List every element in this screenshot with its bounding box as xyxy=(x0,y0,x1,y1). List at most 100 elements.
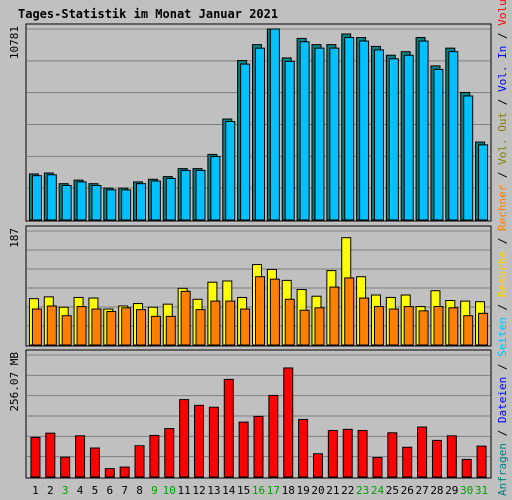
series-dateien xyxy=(31,28,489,221)
bar-hits-dateien-day-24 xyxy=(373,49,384,221)
x-tick-label-day-10: 10 xyxy=(163,484,176,497)
x-tick-label-day-1: 1 xyxy=(32,484,39,497)
bar-hits-dateien-day-30 xyxy=(463,95,474,221)
x-tick-label-day-31: 31 xyxy=(475,484,488,497)
x-tick-label-day-8: 8 xyxy=(136,484,143,497)
visits-max-label: 187 xyxy=(8,228,21,248)
bar-hits-dateien-day-1 xyxy=(31,175,42,221)
legend-separator: / xyxy=(496,231,509,251)
bar-volume-volumen-day-6 xyxy=(104,468,115,478)
bar-hits-dateien-day-15 xyxy=(240,63,251,221)
x-tick-label-day-3: 3 xyxy=(62,484,69,497)
bar-visits-besuche-day-29 xyxy=(448,307,459,346)
bar-volume-volumen-day-13 xyxy=(208,406,219,478)
x-tick-label-day-24: 24 xyxy=(371,484,385,497)
bar-hits-dateien-day-27 xyxy=(418,40,429,221)
legend-item-vol-in: Vol. In xyxy=(496,46,509,92)
bar-volume-volumen-day-31 xyxy=(476,445,487,478)
x-tick-label-day-17: 17 xyxy=(267,484,280,497)
bar-visits-besuche-day-30 xyxy=(463,315,474,346)
bar-visits-besuche-day-31 xyxy=(478,312,489,346)
bar-hits-dateien-day-5 xyxy=(91,184,102,221)
bar-volume-volumen-day-15 xyxy=(238,421,249,478)
series-besuche xyxy=(31,276,489,346)
x-tick-label-day-28: 28 xyxy=(430,484,443,497)
bar-volume-volumen-day-28 xyxy=(431,439,442,478)
bar-visits-besuche-day-6 xyxy=(106,310,117,346)
bar-visits-besuche-day-8 xyxy=(136,309,147,346)
bar-volume-volumen-day-23 xyxy=(357,429,368,478)
bar-visits-besuche-day-1 xyxy=(31,308,42,346)
bar-volume-volumen-day-26 xyxy=(402,446,413,478)
bar-visits-besuche-day-9 xyxy=(150,315,161,346)
bar-hits-dateien-day-12 xyxy=(195,169,206,221)
bar-volume-volumen-day-14 xyxy=(223,378,234,478)
bar-volume-volumen-day-4 xyxy=(75,435,86,478)
bar-volume-volumen-day-18 xyxy=(283,367,294,478)
x-tick-label-day-6: 6 xyxy=(106,484,113,497)
legend-separator: / xyxy=(496,423,509,443)
hits-max-label: 10781 xyxy=(8,26,21,59)
x-tick-label-day-19: 19 xyxy=(296,484,309,497)
bar-visits-besuche-day-14 xyxy=(225,300,236,346)
legend-separator: / xyxy=(496,26,509,46)
bar-visits-besuche-day-2 xyxy=(46,305,57,346)
bar-hits-dateien-day-29 xyxy=(448,51,459,221)
legend-item-volumen: Volumen xyxy=(496,0,509,26)
bar-volume-volumen-day-25 xyxy=(387,432,398,478)
bar-volume-volumen-day-7 xyxy=(119,466,130,478)
chart-title: Tages-Statistik im Monat Januar 2021 xyxy=(18,7,278,21)
bar-hits-dateien-day-16 xyxy=(255,47,265,221)
bar-visits-besuche-day-7 xyxy=(121,307,132,346)
legend-item-anfragen: Anfragen xyxy=(496,443,509,496)
bar-volume-volumen-day-11 xyxy=(179,399,190,478)
panel-visits: 187 xyxy=(8,225,492,347)
chart-panels: 10781 187 256.07 MB xyxy=(8,23,492,479)
legend-separator: / xyxy=(496,357,509,377)
bar-hits-dateien-day-19 xyxy=(299,41,310,221)
bar-hits-dateien-day-22 xyxy=(344,37,355,221)
bar-hits-dateien-day-23 xyxy=(359,40,370,221)
bar-hits-dateien-day-10 xyxy=(165,177,176,221)
legend-item-seiten: Seiten xyxy=(496,317,509,357)
bar-volume-volumen-day-9 xyxy=(149,434,160,478)
bar-volume-volumen-day-8 xyxy=(134,445,145,478)
legend-separator: / xyxy=(496,297,509,317)
x-tick-label-day-25: 25 xyxy=(386,484,399,497)
bar-hits-dateien-day-8 xyxy=(136,183,147,221)
bar-hits-dateien-day-4 xyxy=(76,181,87,221)
bar-visits-besuche-day-21 xyxy=(329,286,340,346)
bar-hits-dateien-day-2 xyxy=(46,174,57,221)
bar-visits-besuche-day-24 xyxy=(373,306,384,346)
bar-visits-besuche-day-22 xyxy=(344,277,355,346)
x-tick-label-day-16: 16 xyxy=(252,484,265,497)
bar-visits-besuche-day-20 xyxy=(314,307,325,346)
bar-visits-besuche-day-27 xyxy=(418,310,429,346)
bar-volume-volumen-day-17 xyxy=(268,394,279,478)
bar-volume-volumen-day-10 xyxy=(164,428,175,478)
bar-volume-volumen-day-29 xyxy=(446,435,457,478)
bar-hits-dateien-day-31 xyxy=(478,144,489,221)
x-tick-label-day-29: 29 xyxy=(445,484,458,497)
bar-volume-volumen-day-21 xyxy=(327,429,338,478)
x-tick-label-day-21: 21 xyxy=(326,484,339,497)
bar-visits-besuche-day-11 xyxy=(180,290,191,346)
bar-hits-dateien-day-9 xyxy=(150,180,161,221)
x-tick-label-day-30: 30 xyxy=(460,484,473,497)
bar-hits-dateien-day-14 xyxy=(225,121,236,221)
x-axis-day-labels: 1 2 3 4 5 6 7 8 9 10 11 12 13 14 15 16 17 18 19 20 21 22 23 24 2… xyxy=(32,484,488,497)
bar-visits-besuche-day-3 xyxy=(61,315,72,346)
legend-separator: / xyxy=(496,165,509,185)
bar-visits-besuche-day-19 xyxy=(299,309,310,346)
x-tick-label-day-4: 4 xyxy=(77,484,84,497)
panel-hits: 10781 xyxy=(8,23,492,222)
x-tick-label-day-2: 2 xyxy=(47,484,54,497)
bar-volume-volumen-day-16 xyxy=(253,415,264,478)
x-tick-label-day-7: 7 xyxy=(121,484,128,497)
bar-hits-dateien-day-28 xyxy=(433,68,444,221)
bar-visits-besuche-day-13 xyxy=(210,300,221,346)
bar-volume-volumen-day-3 xyxy=(60,456,71,478)
bar-volume-volumen-day-2 xyxy=(45,432,56,478)
